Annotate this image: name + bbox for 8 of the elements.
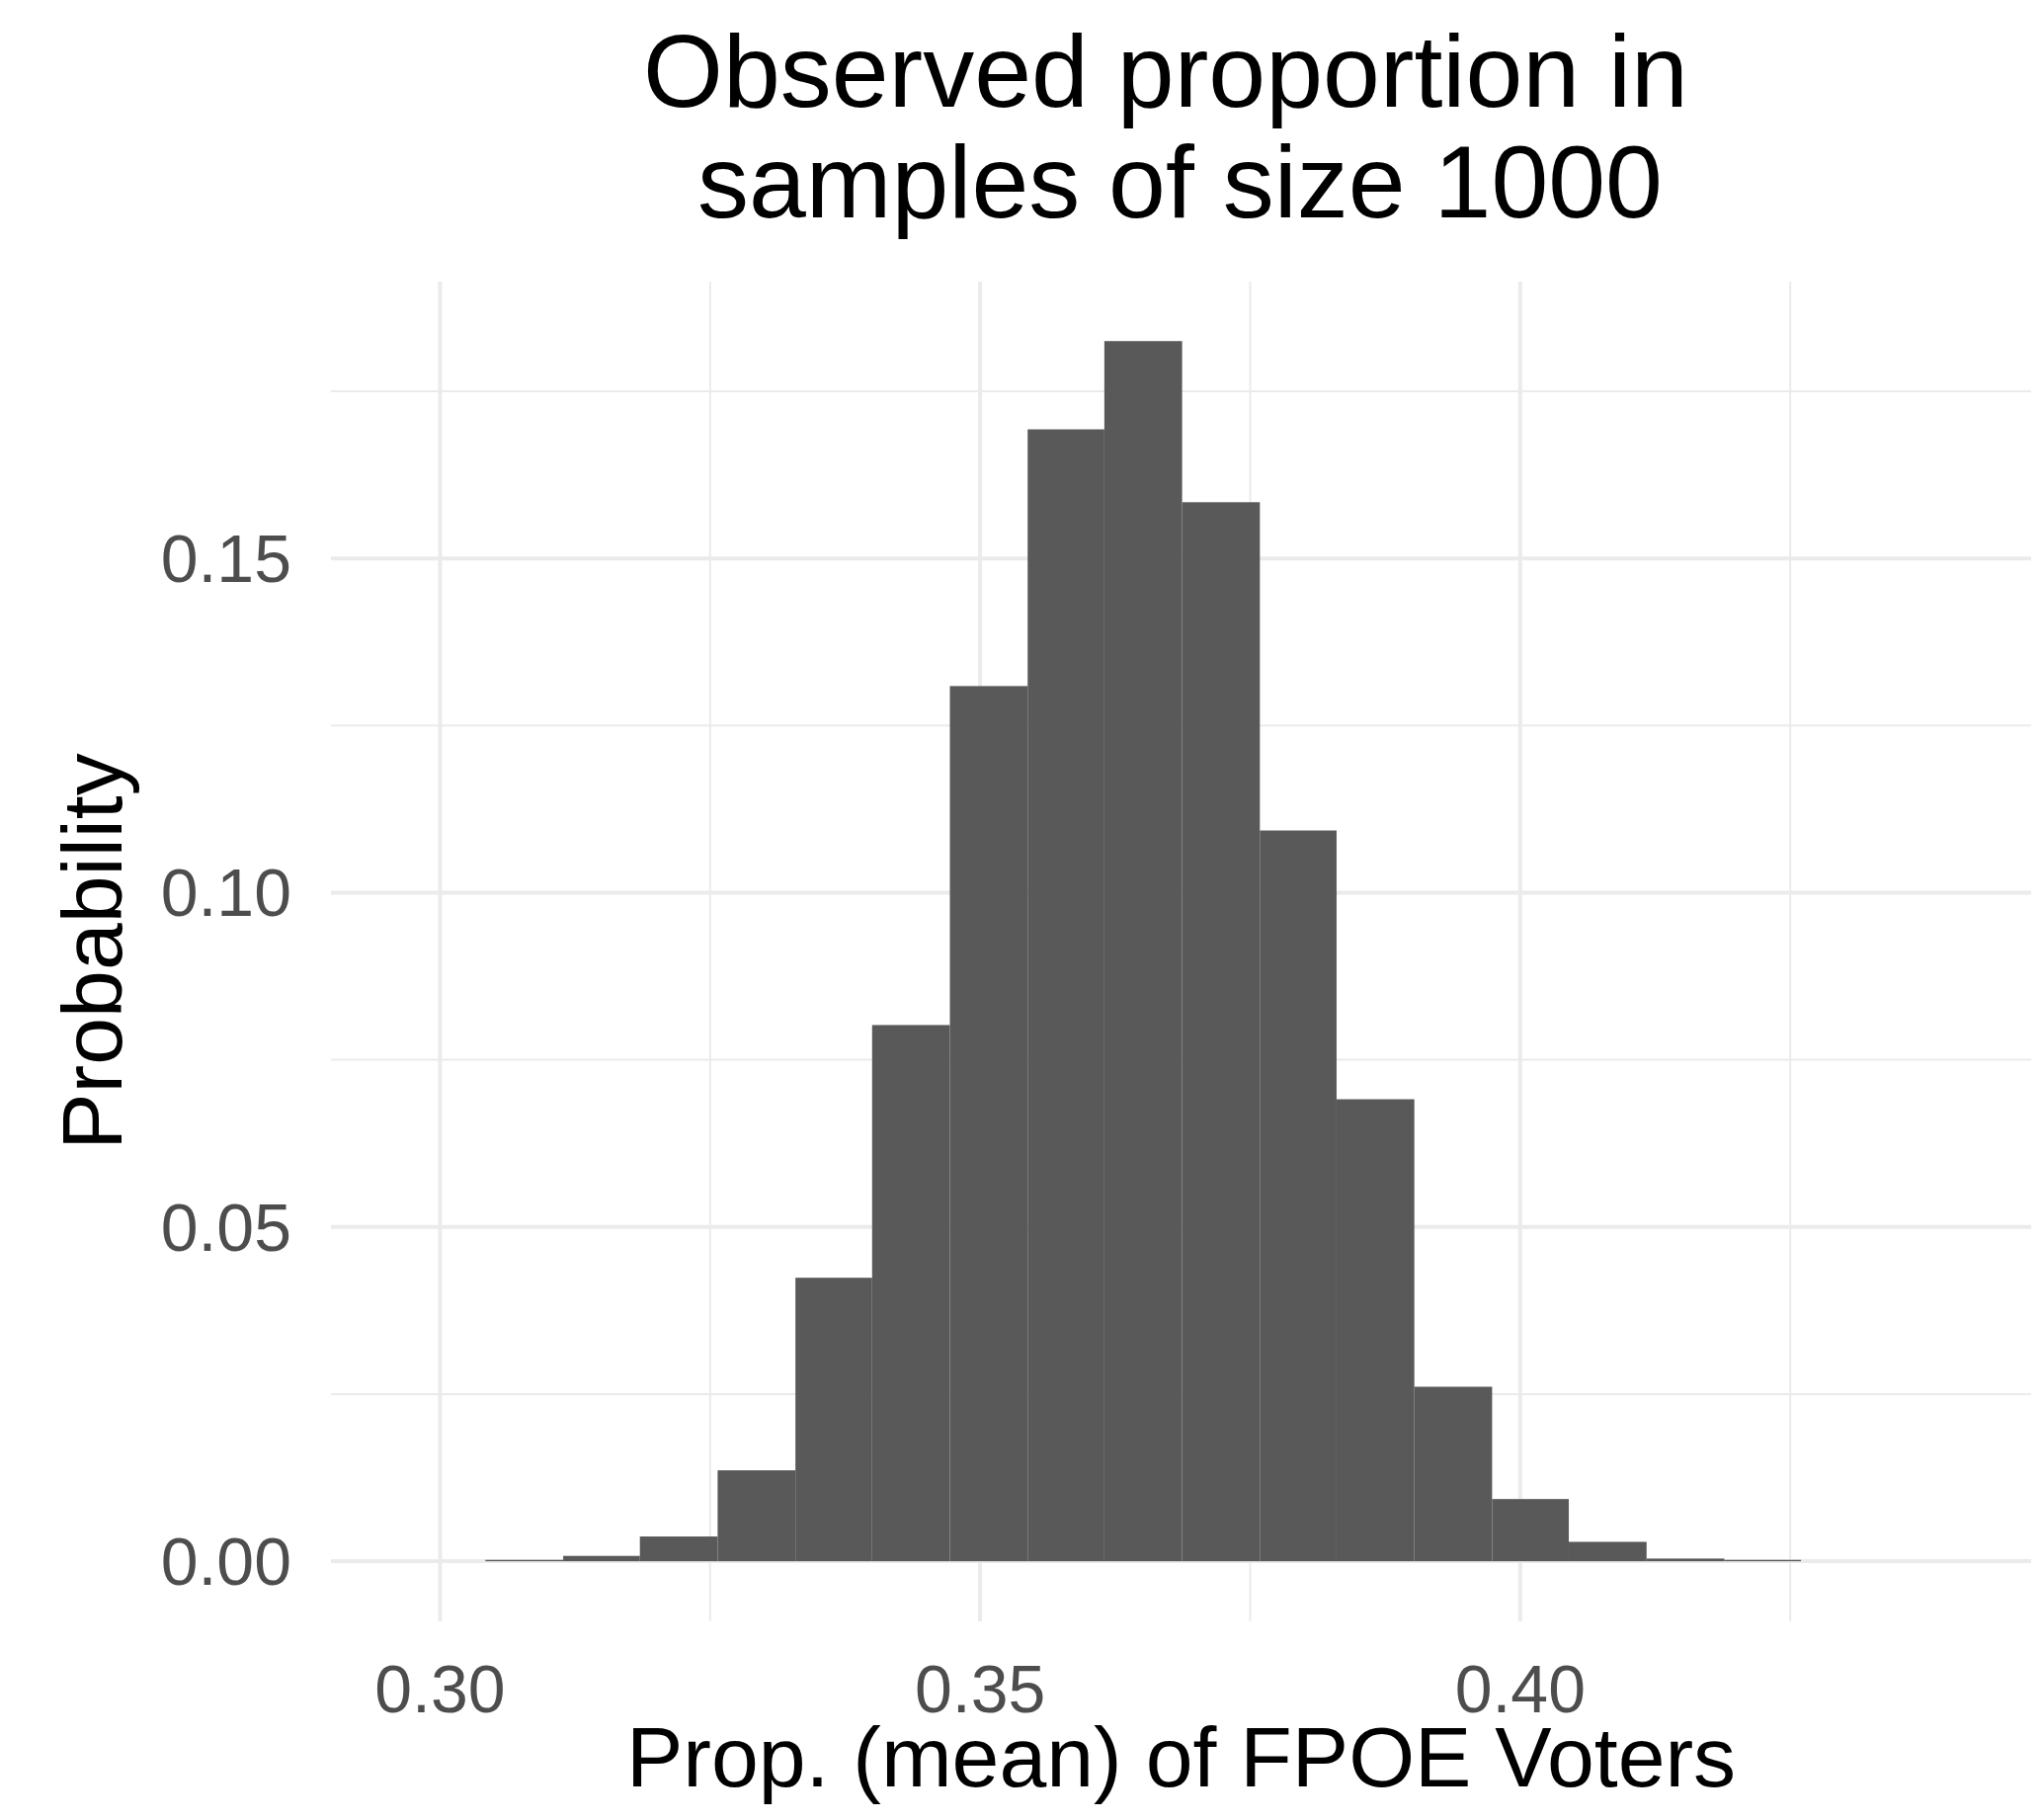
y-tick-label: 0.00 — [160, 1523, 291, 1599]
chart-title: Observed proportion in samples of size 1000 — [643, 14, 1688, 239]
y-tick-label: 0.05 — [160, 1189, 291, 1265]
x-tick-label: 0.40 — [1454, 1651, 1587, 1726]
x-tick-label: 0.30 — [374, 1651, 506, 1726]
y-axis-title: Probability — [44, 753, 139, 1150]
y-tick-label: 0.15 — [160, 520, 291, 596]
y-tick-label: 0.10 — [160, 855, 291, 931]
